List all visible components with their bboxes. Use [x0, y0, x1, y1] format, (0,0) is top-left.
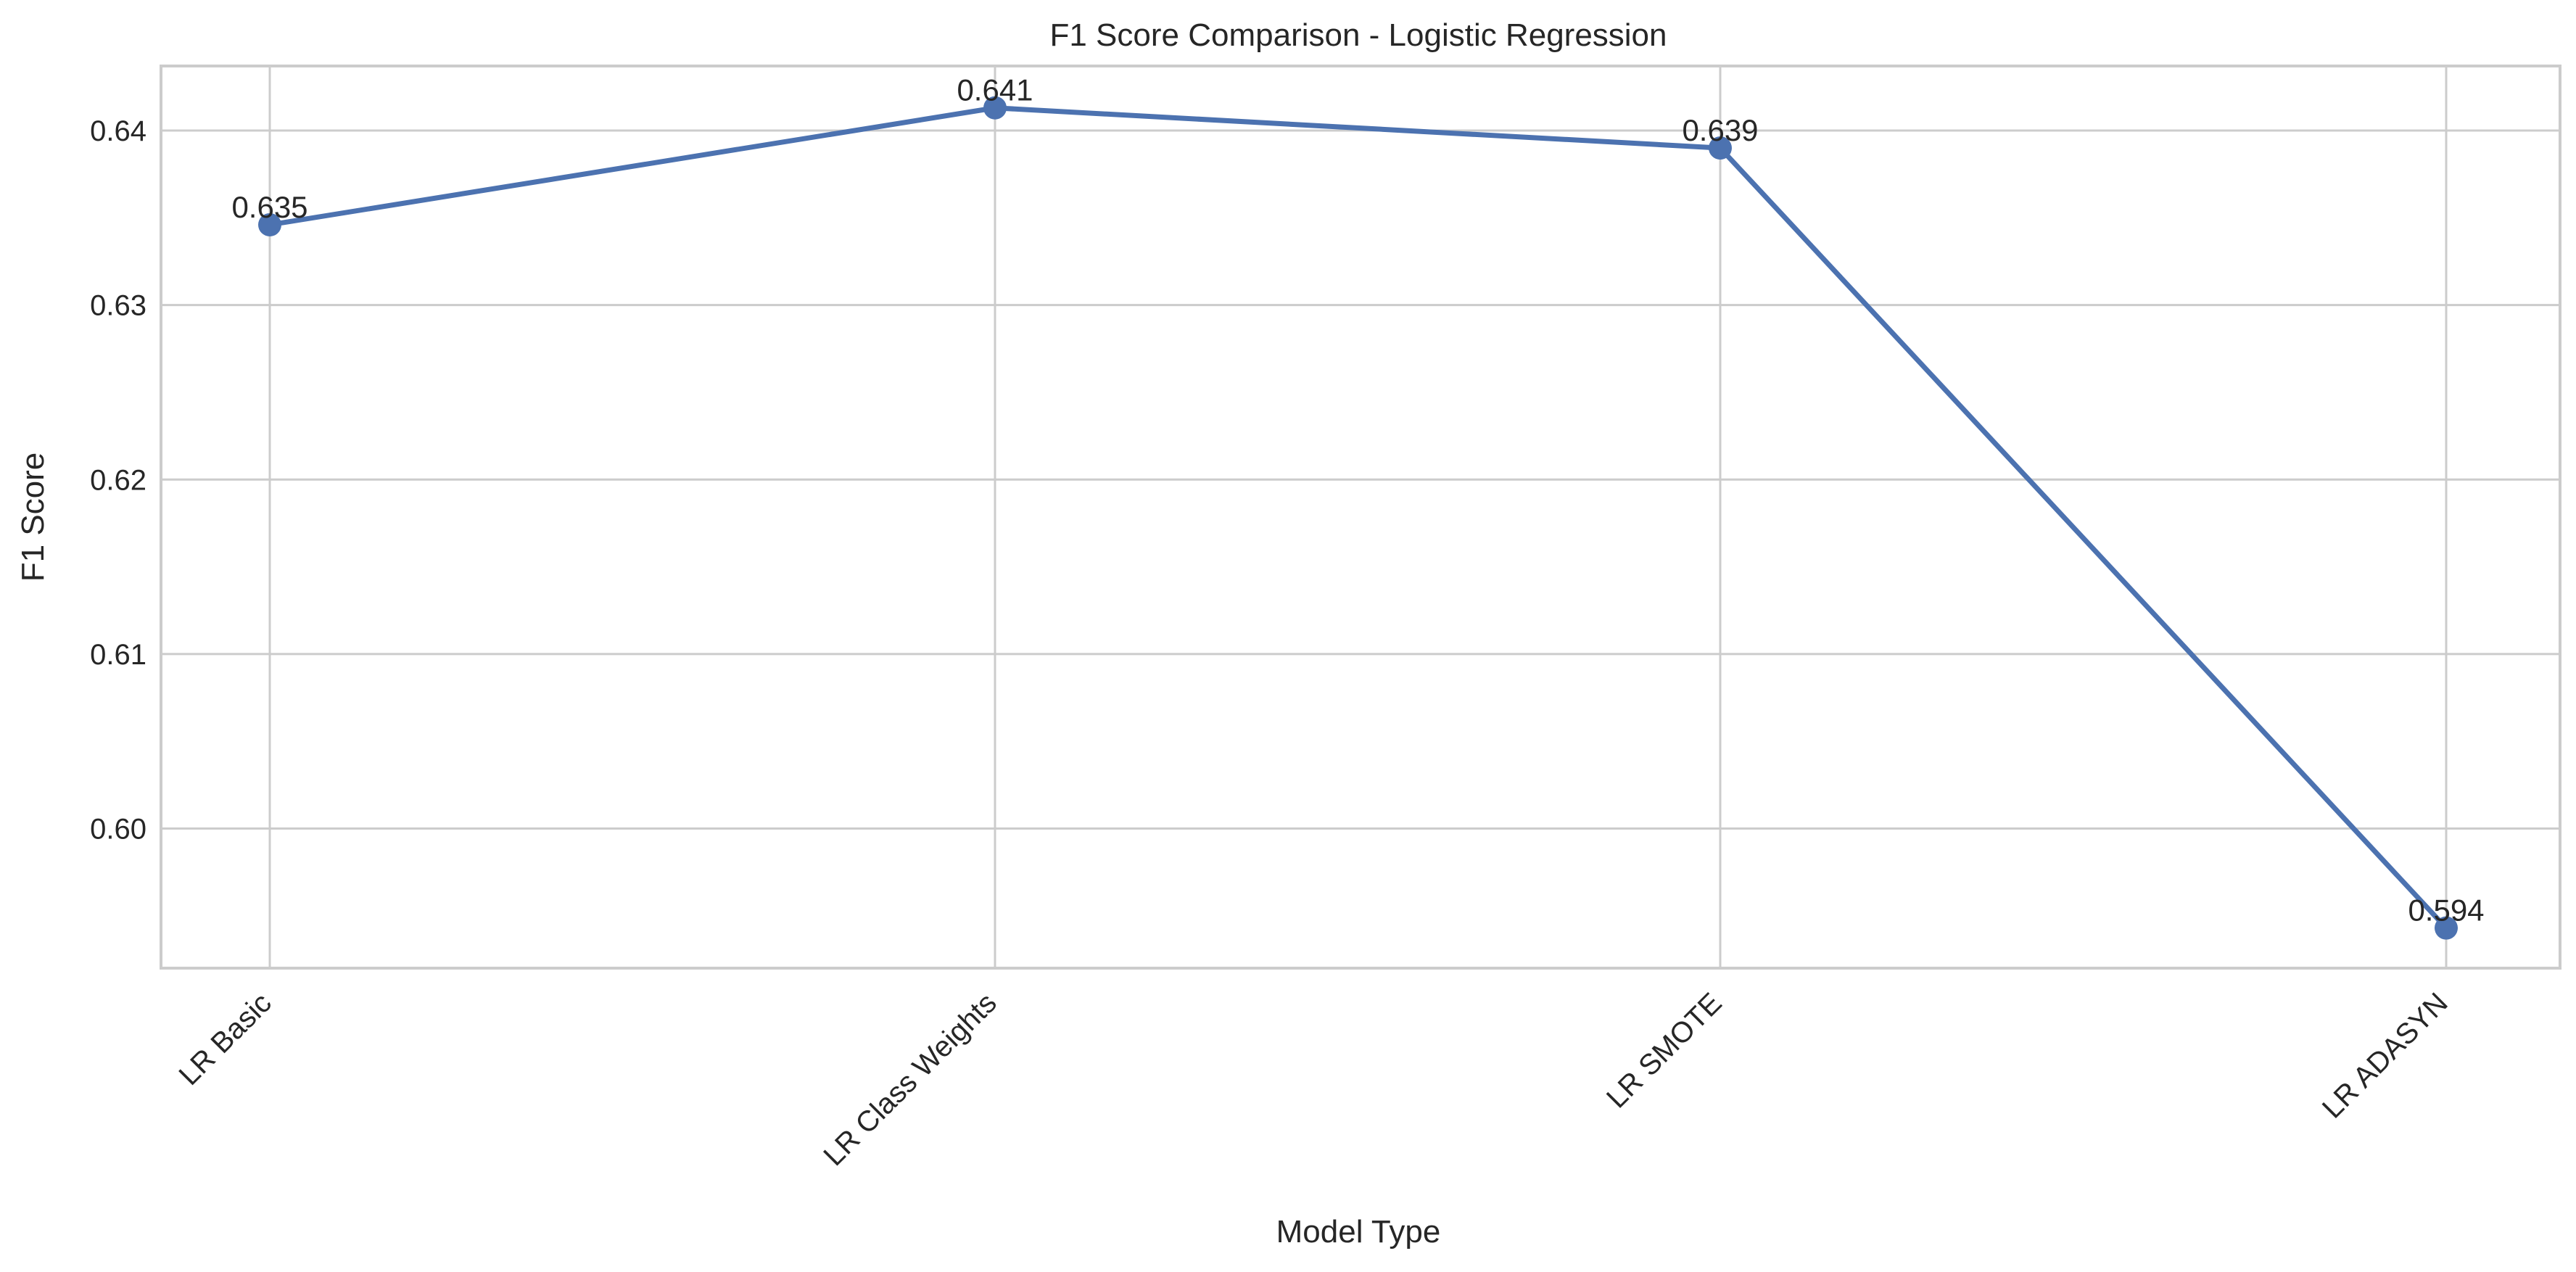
y-tick-label: 0.63 — [90, 290, 146, 322]
y-tick-labels: 0.60 0.61 0.62 0.63 0.64 — [90, 115, 146, 845]
y-tick-label: 0.61 — [90, 639, 146, 671]
data-point — [2435, 916, 2458, 940]
x-tick-labels: LR Basic LR Class Weights LR SMOTE LR ADASY… — [173, 987, 2453, 1172]
x-tick-label: LR SMOTE — [1601, 987, 1728, 1115]
y-tick-label: 0.62 — [90, 464, 146, 496]
x-axis-label: Model Type — [1276, 1214, 1441, 1250]
chart-title: F1 Score Comparison - Logistic Regressio… — [1049, 17, 1667, 53]
data-label: 0.594 — [2408, 893, 2484, 928]
data-point-layer — [258, 96, 2458, 940]
plot-frame — [160, 65, 2561, 970]
series-line-layer — [267, 105, 2449, 931]
y-tick-label: 0.60 — [90, 814, 146, 846]
data-point — [258, 212, 281, 236]
data-label-layer: 0.635 0.641 0.639 0.594 — [231, 73, 2484, 928]
grid-layer — [161, 66, 2560, 968]
data-label: 0.639 — [1682, 113, 1758, 147]
x-tick-label: LR ADASYN — [2316, 987, 2454, 1125]
y-axis-label: F1 Score — [15, 453, 51, 582]
x-tick-label: LR Class Weights — [817, 987, 1002, 1172]
data-point — [983, 96, 1007, 120]
data-label: 0.635 — [231, 190, 307, 224]
data-label: 0.641 — [957, 73, 1033, 107]
x-tick-label: LR Basic — [173, 987, 277, 1091]
y-tick-label: 0.64 — [90, 115, 146, 147]
data-point — [1709, 136, 1732, 160]
series-line — [267, 105, 2449, 931]
